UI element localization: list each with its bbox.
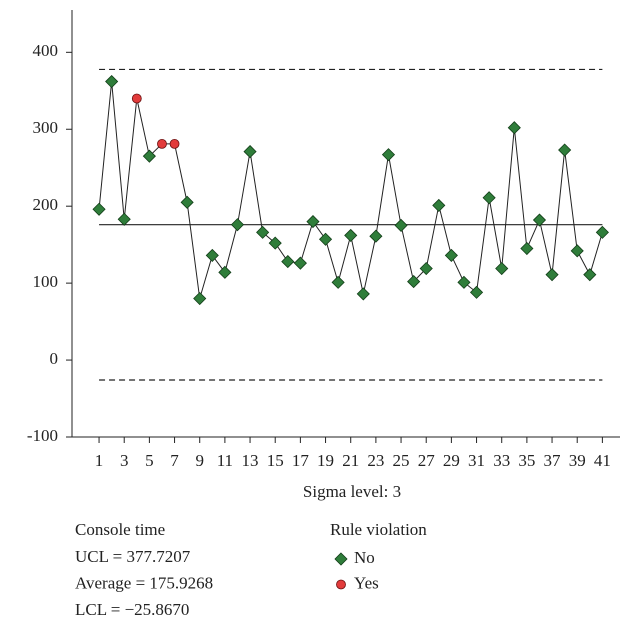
data-point [432,198,446,212]
data-point [169,138,180,149]
data-point [218,265,232,279]
control-line-label: Average = 175.9268 [75,573,213,592]
legend-label: No [354,548,375,567]
data-point [293,256,307,270]
data-point [457,275,471,289]
data-point [131,93,142,104]
control-line-label: LCL = −25.8670 [75,600,189,619]
data-point [331,275,345,289]
y-tick-label: 300 [33,118,59,137]
data-point [306,215,320,229]
legend-label: Yes [354,573,379,592]
data-point [369,229,383,243]
data-point [180,195,194,209]
data-point [444,248,458,262]
legend-marker [336,579,346,590]
x-tick-label: 29 [443,451,460,470]
data-point [344,228,358,242]
x-tick-label: 17 [292,451,310,470]
y-tick-label: 400 [33,41,59,60]
y-tick-label: 100 [33,272,59,291]
data-point [243,144,257,159]
data-point [205,248,219,262]
legend-title: Rule violation [330,520,427,539]
data-point [268,236,282,250]
data-point [407,275,421,289]
legend-marker [334,552,348,566]
y-tick-label: 0 [50,349,59,368]
data-point [507,121,521,135]
x-tick-label: 19 [317,451,334,470]
x-tick-label: 13 [242,451,259,470]
x-tick-label: 33 [493,451,510,470]
x-tick-label: 5 [145,451,154,470]
data-point [92,202,106,216]
data-point [381,148,396,162]
x-axis-label: Sigma level: 3 [303,482,401,501]
data-point [105,74,119,89]
x-tick-label: 35 [518,451,535,470]
x-tick-label: 37 [544,451,562,470]
x-tick-label: 9 [195,451,204,470]
data-point [142,149,156,163]
data-point [595,225,609,239]
x-tick-label: 23 [367,451,384,470]
x-tick-label: 3 [120,451,129,470]
data-point [469,285,484,299]
x-tick-label: 21 [342,451,359,470]
y-tick-label: -100 [27,426,58,445]
data-line [98,81,603,299]
data-point [570,244,584,258]
data-point [495,261,509,276]
x-tick-label: 25 [393,451,410,470]
data-point [419,261,433,276]
data-point [394,218,408,232]
data-point [520,241,534,256]
x-tick-label: 27 [418,451,436,470]
x-tick-label: 31 [468,451,485,470]
data-point [583,268,597,282]
data-point [117,212,131,226]
data-point [256,225,270,239]
data-point [558,143,572,157]
x-tick-label: 11 [217,451,233,470]
data-point [281,255,295,269]
info-title: Console time [75,520,165,539]
control-line-label: UCL = 377.7207 [75,547,191,566]
x-tick-label: 7 [170,451,179,470]
data-point [230,218,245,232]
data-point [482,191,496,205]
data-point [157,138,167,149]
data-point [545,268,559,282]
x-tick-label: 15 [267,451,284,470]
x-tick-label: 1 [95,451,104,470]
data-point [193,291,207,306]
x-tick-label: 39 [569,451,586,470]
data-point [318,232,333,246]
data-point [532,213,547,227]
y-tick-label: 200 [33,195,59,214]
x-tick-label: 41 [594,451,611,470]
data-point [356,287,370,301]
